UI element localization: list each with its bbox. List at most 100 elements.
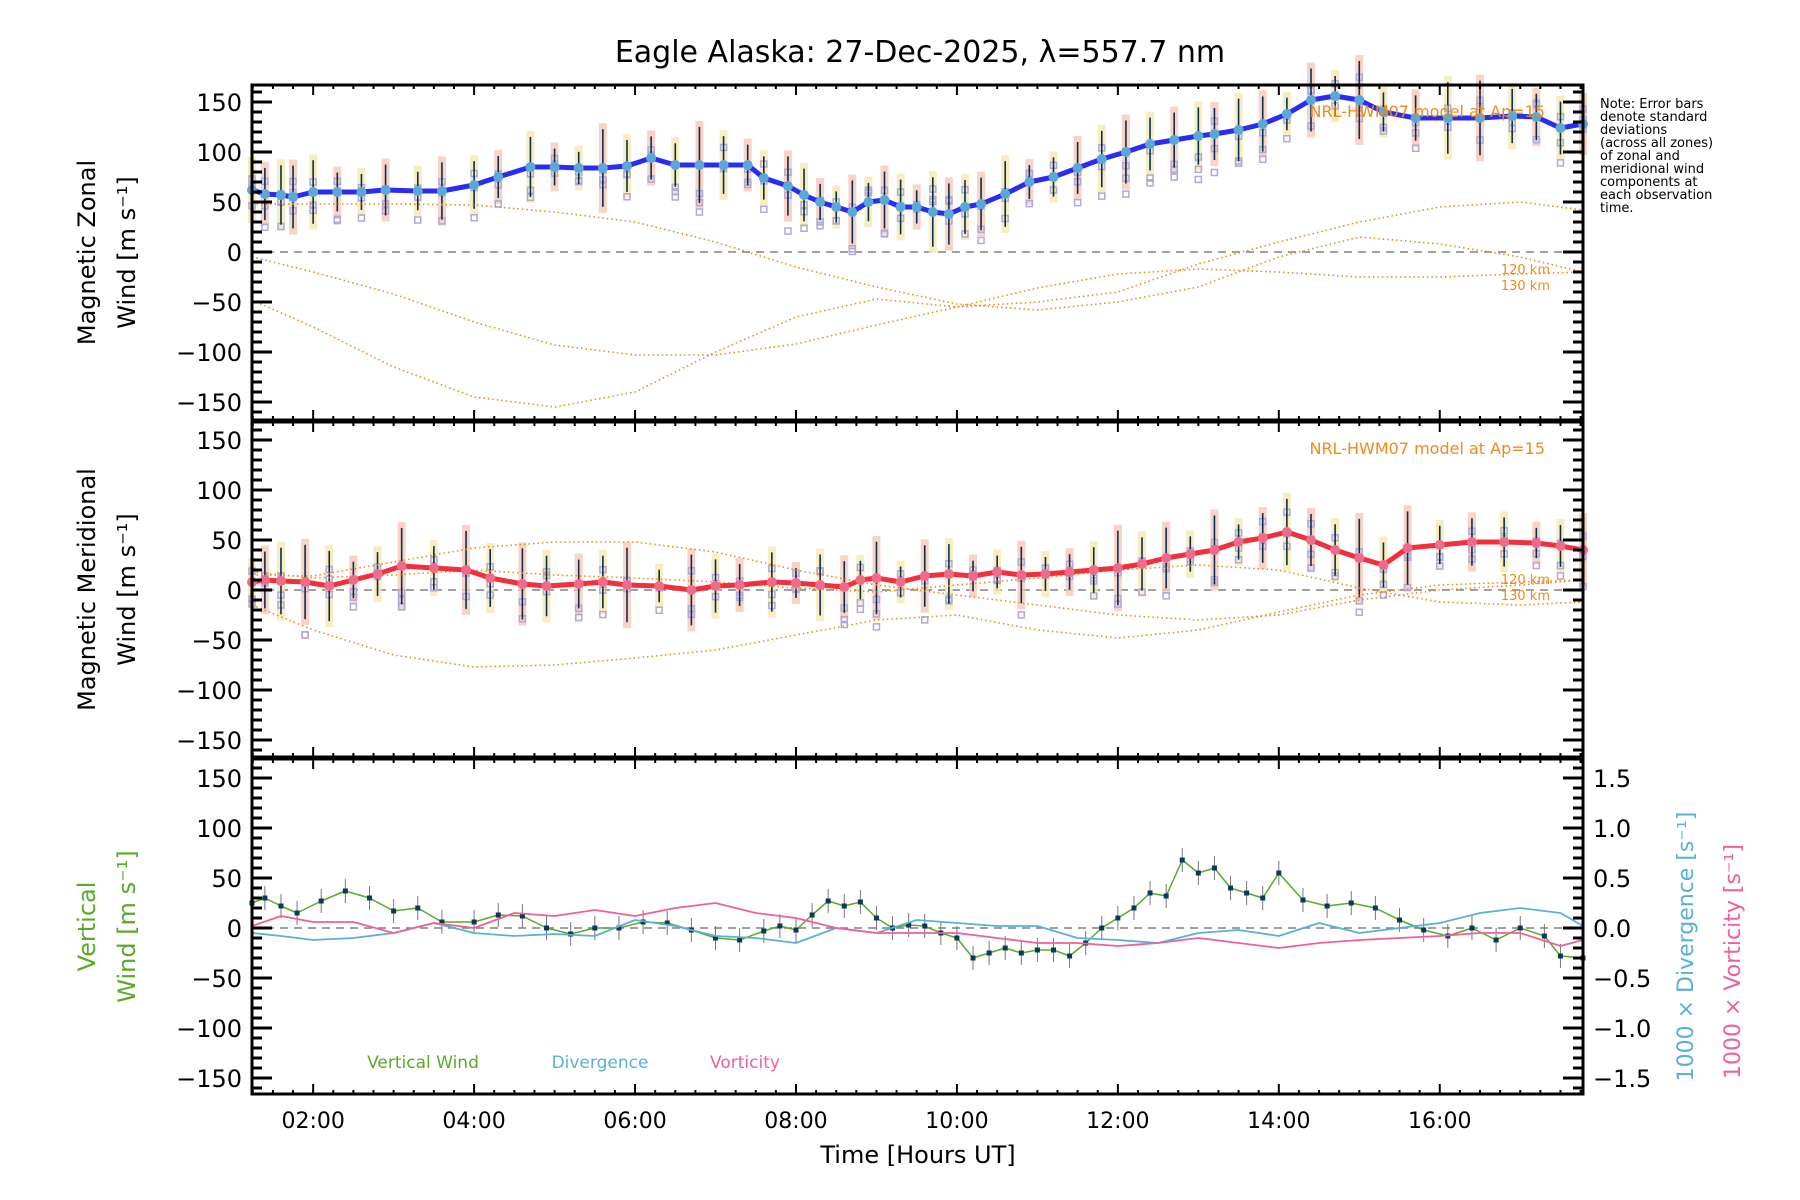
data-point — [1163, 893, 1169, 899]
data-point — [646, 153, 657, 163]
data-point — [777, 923, 783, 929]
data-point — [686, 585, 697, 595]
scatter-point — [494, 200, 502, 208]
data-point — [1306, 95, 1317, 105]
scatter-point — [760, 205, 768, 214]
data-point — [1193, 131, 1204, 141]
y-tick-label: 0 — [227, 239, 242, 267]
scatter-point — [784, 227, 792, 235]
right-y-tick-label: −1.5 — [1593, 1065, 1651, 1093]
data-point — [275, 190, 286, 200]
x-tick-label: 08:00 — [764, 1109, 827, 1134]
series-line-vorticity — [251, 902, 1584, 949]
y-axis-label: Magnetic Meridional — [73, 468, 101, 711]
data-point — [863, 197, 874, 207]
data-point — [517, 579, 528, 589]
data-point — [1233, 125, 1244, 135]
data-point — [809, 912, 815, 918]
data-point — [621, 580, 632, 590]
data-point — [1179, 857, 1185, 863]
scatter-point — [574, 613, 583, 622]
data-point — [1185, 549, 1196, 559]
series-line-divergence — [251, 907, 1584, 944]
right-y-tick-label: 0.5 — [1593, 865, 1631, 893]
y-tick-label: 0 — [227, 577, 242, 605]
model-alt-label: 120 km — [1501, 573, 1550, 588]
right-y-tick-label: 1.5 — [1593, 765, 1631, 793]
data-point — [1209, 129, 1220, 139]
note-line: (across all zones) — [1600, 136, 1713, 151]
data-point — [495, 912, 501, 918]
data-point — [1145, 139, 1156, 149]
model-curve — [251, 256, 1584, 356]
data-point — [968, 571, 979, 581]
data-point — [922, 923, 928, 929]
y-axis-label: Vertical — [73, 882, 101, 972]
data-point — [1330, 91, 1341, 101]
data-point — [1555, 123, 1566, 133]
data-point — [976, 199, 987, 209]
y-tick-label: −50 — [191, 627, 242, 655]
data-point — [815, 580, 826, 590]
data-point — [1493, 937, 1499, 943]
y-tick-label: −100 — [176, 677, 242, 705]
data-point — [300, 577, 311, 587]
data-point — [1257, 119, 1268, 129]
model-curve — [251, 564, 1584, 606]
data-point — [871, 573, 882, 583]
scatter-point — [1098, 192, 1106, 200]
data-point — [621, 161, 632, 171]
data-point — [391, 908, 397, 914]
data-point — [544, 925, 550, 931]
y-tick-label: 50 — [211, 527, 242, 555]
note-line: of zonal and — [1600, 149, 1680, 164]
data-point — [943, 209, 954, 219]
data-point — [766, 577, 777, 587]
x-tick-label: 14:00 — [1247, 1109, 1310, 1134]
data-point — [1378, 560, 1389, 570]
y-axis-label: Wind [m s⁻¹] — [113, 850, 141, 1002]
scatter-point — [1025, 199, 1034, 208]
note-line: each observation — [1600, 188, 1712, 203]
x-tick-label: 10:00 — [925, 1109, 988, 1134]
data-point — [954, 935, 960, 941]
data-point — [713, 935, 719, 941]
data-point — [1112, 563, 1123, 573]
data-point — [1147, 890, 1153, 896]
data-point — [959, 202, 970, 212]
data-point — [927, 207, 938, 217]
data-point — [1330, 545, 1341, 555]
note-line: denote standard — [1600, 110, 1707, 125]
y-tick-label: −50 — [191, 965, 242, 993]
data-point — [471, 919, 477, 925]
data-point — [986, 950, 992, 956]
y-tick-label: −150 — [176, 727, 242, 755]
scatter-point — [261, 223, 269, 231]
data-point — [1354, 553, 1365, 563]
data-point — [694, 160, 705, 170]
scatter-point — [333, 216, 342, 225]
legend-item: Divergence — [552, 1053, 649, 1073]
data-point — [790, 578, 801, 588]
x-tick-label: 06:00 — [603, 1109, 666, 1134]
data-point — [970, 955, 976, 961]
data-point — [1024, 177, 1035, 187]
data-point — [1372, 905, 1378, 911]
data-point — [1048, 172, 1059, 182]
data-point — [1115, 915, 1121, 921]
data-point — [1555, 541, 1566, 551]
data-point — [793, 927, 799, 933]
data-point — [1306, 535, 1317, 545]
scatter-point — [1122, 190, 1130, 198]
data-point — [799, 190, 810, 200]
data-point — [275, 576, 286, 586]
panel-zonal: 150 100 50 0 −50 −100 −150 Magnetic Zonal Wind [… — [73, 55, 1588, 422]
data-point — [541, 581, 552, 591]
data-point — [1072, 163, 1083, 173]
data-point — [1228, 885, 1234, 891]
scatter-point — [920, 616, 929, 624]
data-point — [356, 187, 367, 197]
x-tick-label: 04:00 — [442, 1109, 505, 1134]
scatter-point — [1089, 592, 1098, 600]
